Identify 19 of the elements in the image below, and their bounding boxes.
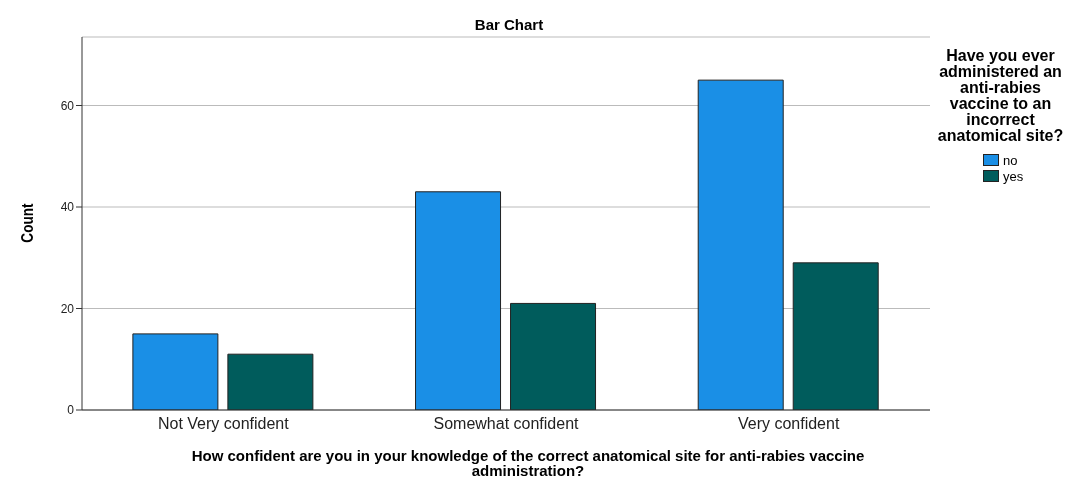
y-tick-label: 40 [60,200,75,215]
x-tick-label: Very confident [737,415,840,433]
bar [415,191,502,410]
chart-title: Bar Chart [473,16,545,33]
bar [510,302,597,410]
x-tick-label: Not Very confident [157,415,290,433]
x-tick-label: Somewhat confident [433,415,580,433]
x-axis-title: How confident are you in your knowledge of the correct anatomical site for anti-rabies vaccine administration? [190,447,866,479]
legend-title: Have you ever administered an anti-rabies vaccine to an incorrect anatomical site? [936,47,1065,144]
bar [792,262,879,410]
y-axis-title: Count [18,203,38,243]
legend-label: yes [1003,168,1024,184]
bar [697,79,784,410]
bar [132,333,219,410]
bar [227,353,314,410]
y-tick-label: 60 [60,98,75,113]
y-tick-label: 0 [67,403,75,418]
y-tick-label: 20 [60,301,75,316]
legend-label: no [1003,152,1018,168]
